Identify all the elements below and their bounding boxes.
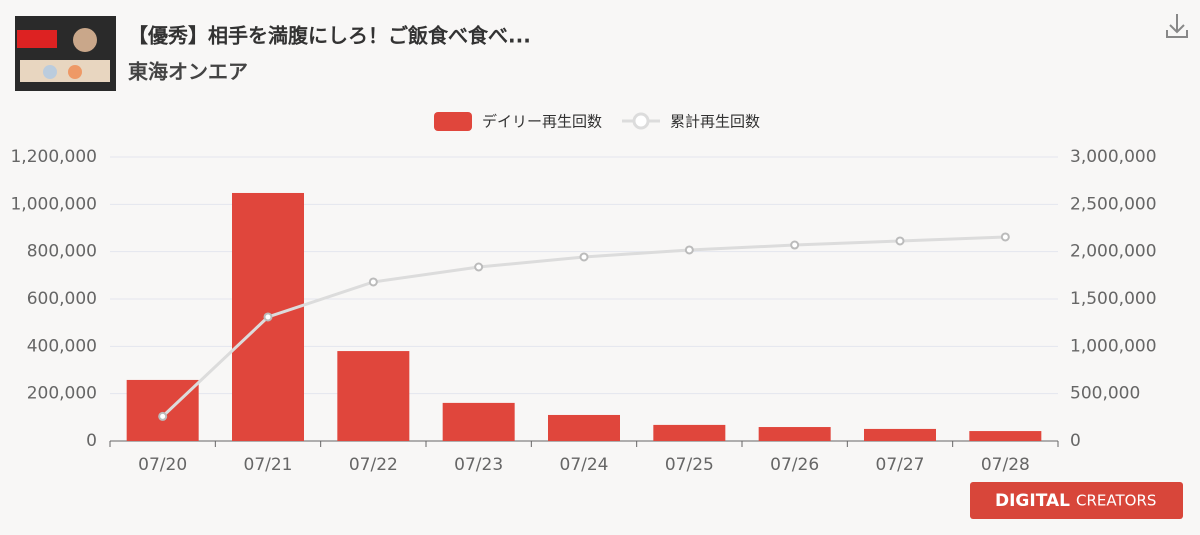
line-point bbox=[684, 245, 694, 255]
bar bbox=[337, 351, 410, 441]
line-point bbox=[368, 277, 378, 287]
y-tick-label: 1,200,000 bbox=[10, 147, 97, 167]
x-tick-label: 07/24 bbox=[560, 455, 609, 475]
video-title: 【優秀】相手を満腹にしろ！ご飯食べ食べ... bbox=[128, 24, 531, 48]
bar bbox=[864, 428, 936, 441]
y-tick-label: 600,000 bbox=[27, 289, 97, 309]
download-button[interactable] bbox=[1166, 14, 1188, 38]
watermark-suffix: CREATORS bbox=[1076, 492, 1156, 510]
x-tick-label: 07/20 bbox=[138, 455, 187, 475]
y2-tick-label: 1,000,000 bbox=[1070, 336, 1157, 356]
x-tick-label: 07/27 bbox=[876, 455, 925, 475]
y-tick-label: 800,000 bbox=[27, 242, 97, 262]
y2-tick-label: 1,500,000 bbox=[1070, 289, 1157, 309]
bar bbox=[758, 427, 831, 441]
x-tick-label: 07/21 bbox=[244, 455, 293, 475]
watermark: DIGITAL CREATORS bbox=[970, 482, 1183, 519]
bar bbox=[653, 424, 726, 441]
line-point bbox=[1000, 232, 1010, 242]
legend-swatch bbox=[632, 112, 650, 130]
y2-tick-label: 2,000,000 bbox=[1070, 242, 1157, 262]
x-tick-label: 07/23 bbox=[454, 455, 503, 475]
x-tick-label: 07/22 bbox=[349, 455, 398, 475]
bar bbox=[969, 431, 1042, 441]
y2-tick-label: 500,000 bbox=[1070, 384, 1140, 404]
line-point bbox=[895, 236, 905, 246]
line-point bbox=[790, 240, 800, 250]
y-tick-label: 400,000 bbox=[27, 336, 97, 356]
bar bbox=[548, 414, 620, 441]
legend-label: デイリー再生回数 bbox=[482, 113, 602, 131]
x-tick-label: 07/28 bbox=[981, 455, 1030, 475]
legend-label: 累計再生回数 bbox=[670, 113, 760, 131]
bar bbox=[442, 402, 515, 441]
y-tick-label: 1,000,000 bbox=[10, 194, 97, 214]
y2-tick-label: 3,000,000 bbox=[1070, 147, 1157, 167]
channel-name: 東海オンエア bbox=[128, 60, 248, 84]
x-tick-label: 07/26 bbox=[770, 455, 819, 475]
line-point bbox=[158, 411, 168, 421]
bar bbox=[126, 379, 199, 441]
legend-swatch bbox=[434, 112, 472, 131]
y-tick-label: 200,000 bbox=[27, 384, 97, 404]
y2-tick-label: 2,500,000 bbox=[1070, 194, 1157, 214]
y2-tick-label: 0 bbox=[1070, 431, 1081, 451]
y-tick-label: 0 bbox=[86, 431, 97, 451]
watermark-brand: DIGITAL bbox=[995, 491, 1070, 511]
line-point bbox=[474, 262, 484, 272]
thumbnail bbox=[15, 16, 116, 91]
line-point bbox=[579, 252, 589, 262]
x-tick-label: 07/25 bbox=[665, 455, 714, 475]
line-point bbox=[263, 312, 273, 322]
